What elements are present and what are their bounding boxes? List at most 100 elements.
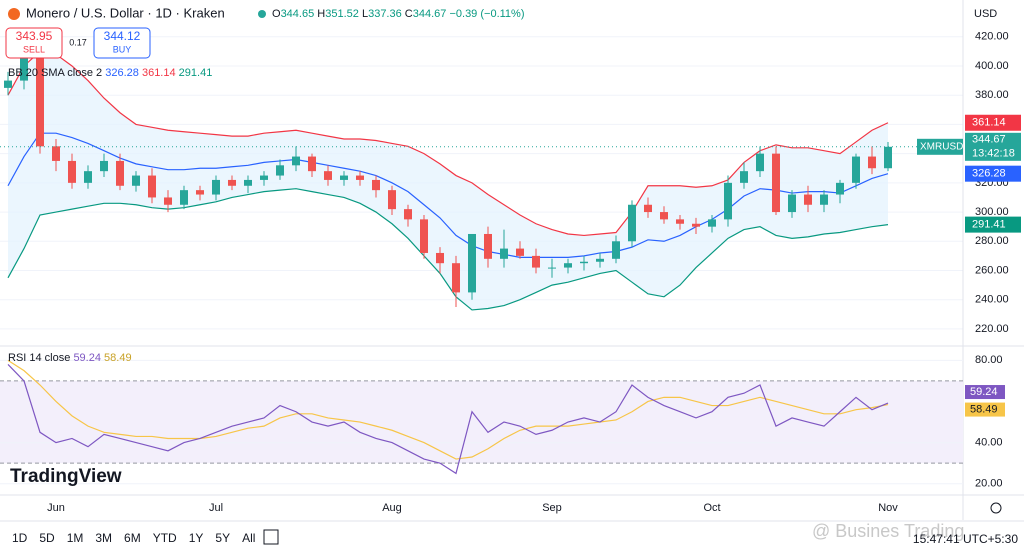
candle-body (644, 204, 652, 213)
candle-body (116, 160, 124, 186)
timeframe-button[interactable]: 3M (95, 531, 112, 545)
spread: 0.17 (69, 37, 87, 47)
sell-button[interactable] (5, 27, 63, 59)
candle-body (308, 156, 316, 172)
timeframe-button[interactable]: 6M (124, 531, 141, 545)
candle-body (708, 219, 716, 227)
symbol-title[interactable]: Monero / U.S. Dollar · 1D · Kraken (26, 5, 225, 20)
upper-price-label: 361.14 (972, 117, 1006, 129)
timeframes: 1D 5D 1M 3M 6M YTD 1Y 5Y All (12, 531, 255, 545)
candle-body (468, 233, 476, 293)
bb-lower: 291.41 (179, 67, 213, 79)
lower-price-label-box (965, 216, 1021, 233)
candle-body (500, 248, 508, 259)
y-tick-label: 420.00 (975, 31, 1009, 43)
candle-body (388, 190, 396, 210)
upper-price-label-box (965, 114, 1021, 131)
candle-body (228, 179, 236, 186)
candle-body (724, 182, 732, 220)
rsi-price-box (965, 402, 1005, 417)
watermark: @ Busines Trading (812, 521, 964, 541)
symbol-tag: XMRUSD (920, 141, 963, 152)
y-tick-label: 280.00 (975, 235, 1009, 247)
x-tick-label: Jul (209, 502, 223, 514)
buy-label[interactable]: BUY (113, 44, 132, 54)
candle-body (20, 51, 28, 81)
candle-body (532, 255, 540, 268)
timeframe-button[interactable]: 1M (67, 531, 84, 545)
candle-body (516, 248, 524, 256)
y-tick-label: 40.00 (975, 436, 1003, 448)
timeframe-button[interactable]: 5D (39, 531, 55, 545)
middle-price-label-box (965, 165, 1021, 182)
candle-body (404, 209, 412, 220)
timeframe-button[interactable]: 1Y (189, 531, 204, 545)
candle-body (292, 156, 300, 166)
candle-body (420, 219, 428, 253)
ohlc-value: 351.52 (325, 8, 359, 20)
candle-body (196, 190, 204, 195)
bb-middle: 326.28 (105, 67, 139, 79)
rsi-label: RSI 14 close (8, 352, 70, 364)
candle-body (68, 160, 76, 183)
sell-price[interactable]: 343.95 (16, 29, 53, 43)
candle-body (564, 263, 572, 268)
candle-body (436, 252, 444, 264)
candle-body (788, 194, 796, 213)
candle-body (884, 146, 892, 169)
candle-body (4, 80, 12, 88)
band-fill (8, 51, 888, 310)
buy-button[interactable] (93, 27, 151, 59)
candle-body (356, 175, 364, 180)
ohlc-label: L (362, 8, 368, 20)
y-tick-label: 380.00 (975, 89, 1009, 101)
candle-body (820, 194, 828, 205)
timeframe-button[interactable]: All (242, 531, 255, 545)
bollinger-line (7, 188, 889, 311)
bb-upper: 361.14 (142, 67, 176, 79)
candle-body (852, 156, 860, 183)
y-tick-label: 20.00 (975, 478, 1003, 490)
candle-body (756, 153, 764, 172)
last-price-label-box (965, 132, 1021, 161)
candle-body (276, 165, 284, 176)
lower-price-label: 291.41 (972, 219, 1006, 231)
currency[interactable]: USD (974, 8, 997, 20)
market-status (258, 10, 266, 18)
x-tick-label: Jun (47, 502, 65, 514)
countdown: 13:42:18 (972, 148, 1015, 160)
bb-legend: BB 20 SMA close 2 326.28 361.14 291.41 (8, 67, 212, 79)
settings-icon[interactable] (990, 502, 1002, 514)
symbol-tag-box (917, 138, 963, 155)
symbol-icon (8, 8, 20, 20)
ohlc-value: 337.36 (368, 8, 402, 20)
sell-label[interactable]: SELL (23, 44, 45, 54)
last-price-label: 344.67 (972, 134, 1006, 146)
timeframe-button[interactable]: 1D (12, 531, 28, 545)
middle-price-label: 326.28 (972, 168, 1006, 180)
ohlc-label: O (272, 8, 281, 20)
timeframe-button[interactable]: YTD (153, 531, 177, 545)
rsi-legend: RSI 14 close 59.24 58.49 (8, 352, 132, 364)
buy-price[interactable]: 344.12 (104, 29, 141, 43)
candle-body (340, 175, 348, 180)
candle-body (452, 263, 460, 293)
calendar-icon[interactable] (263, 529, 279, 545)
ohlc-value: 344.67 (413, 8, 447, 20)
candle-body (52, 146, 60, 161)
candle-body (868, 156, 876, 169)
candle-body (484, 233, 492, 259)
candle-body (36, 51, 44, 147)
timeframe-button[interactable]: 5Y (215, 531, 230, 545)
logo: TradingView (10, 466, 122, 487)
ohlc-label: C (405, 8, 413, 20)
x-tick-label: Oct (703, 502, 720, 514)
candle-body (372, 179, 380, 191)
candle-body (660, 212, 668, 220)
y-tick-label: 300.00 (975, 206, 1009, 218)
bollinger-line (7, 132, 889, 258)
x-tick-label: Nov (878, 502, 898, 514)
candle-body (148, 175, 156, 198)
